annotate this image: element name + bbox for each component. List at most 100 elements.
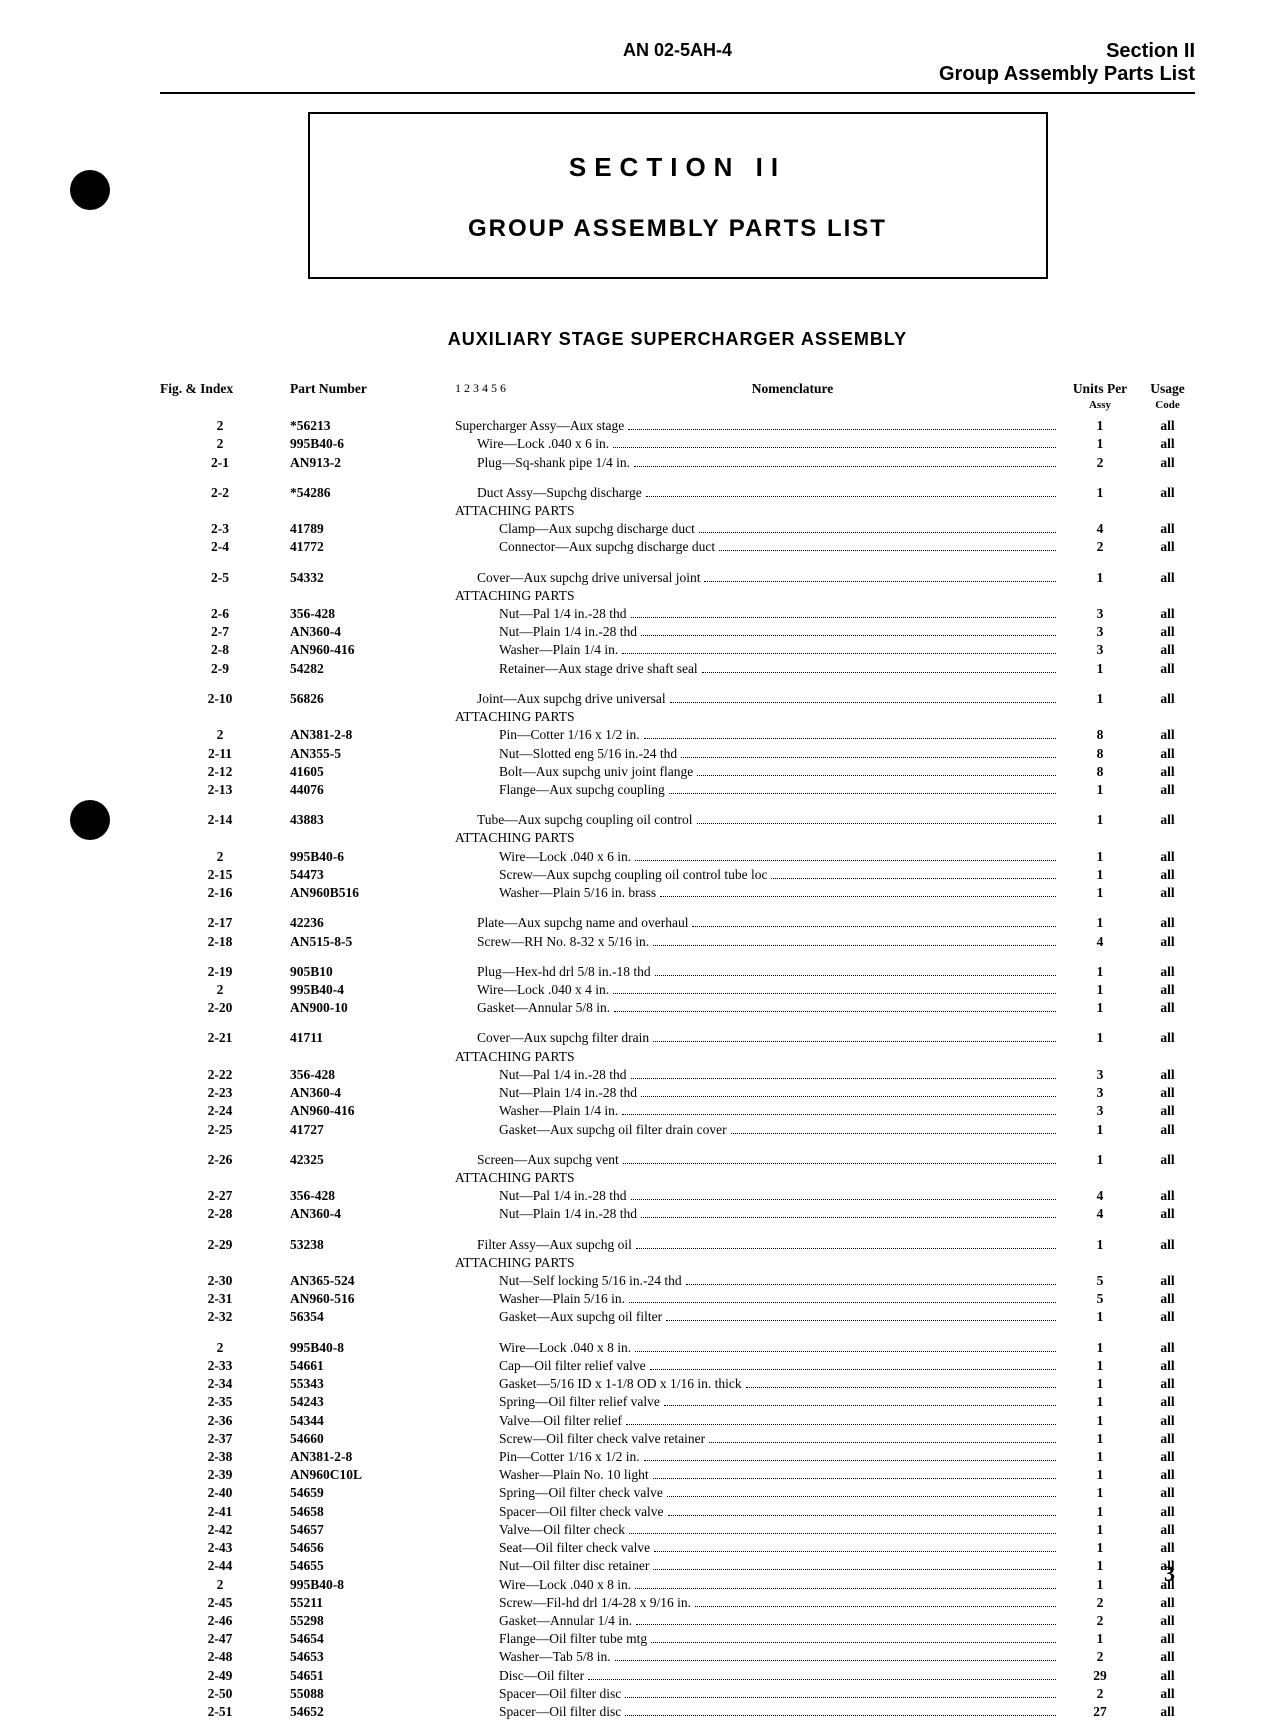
cell-units: 1 [1060,1521,1140,1539]
table-row: 2-1742236Plate—Aux supchg name and overh… [160,914,1195,932]
cell-units: 1 [1060,417,1140,435]
nomenclature-text: Plug—Hex-hd drl 5/8 in.-18 thd [455,963,651,981]
nomenclature-text: Gasket—5/16 ID x 1-1/8 OD x 1/16 in. thi… [455,1375,742,1393]
leader-dots [650,1369,1056,1370]
cell-units: 8 [1060,763,1140,781]
cell-fig: 2 [160,848,290,866]
cell-fig: 2-21 [160,1029,290,1047]
cell-units: 2 [1060,1594,1140,1612]
cell-fig: 2-31 [160,1290,290,1308]
cell-usage: all [1140,763,1195,781]
cell-part: 42325 [290,1151,455,1169]
nomenclature-text: Flange—Aux supchg coupling [455,781,665,799]
table-row: 2-24AN960-416Washer—Plain 1/4 in.3all [160,1102,1195,1120]
cell-fig: 2-19 [160,963,290,981]
nomenclature-text: Retainer—Aux stage drive shaft seal [455,660,698,678]
cell-usage: all [1140,660,1195,678]
cell-nomenclature: Washer—Plain No. 10 light [455,1466,1060,1484]
table-row: 2-3554243Spring—Oil filter relief valve1… [160,1393,1195,1411]
cell-nomenclature: Valve—Oil filter relief [455,1412,1060,1430]
nomenclature-text: Gasket—Annular 1/4 in. [455,1612,632,1630]
cell-units: 1 [1060,1393,1140,1411]
cell-usage: all [1140,1521,1195,1539]
cell-part: *54286 [290,484,455,502]
cell-fig: 2-28 [160,1205,290,1223]
cell-part: 44076 [290,781,455,799]
cell-fig: 2-44 [160,1557,290,1575]
nomenclature-text: Screen—Aux supchg vent [455,1151,619,1169]
leader-dots [631,1199,1057,1200]
cell-nomenclature: Nut—Pal 1/4 in.-28 thd [455,1066,1060,1084]
table-row: 2-3354661Cap—Oil filter relief valve1all [160,1357,1195,1375]
cell-nomenclature: Duct Assy—Supchg discharge [455,484,1060,502]
nomenclature-text: Spacer—Oil filter disc [455,1703,621,1721]
cell-part: 54282 [290,660,455,678]
cell-usage: all [1140,1102,1195,1120]
nomenclature-text: Gasket—Annular 5/8 in. [455,999,610,1017]
group-gap [160,557,1195,569]
page-number: 3 [1164,1561,1175,1587]
cell-usage: all [1140,1466,1195,1484]
leader-dots [667,1496,1056,1497]
table-row: 2-954282Retainer—Aux stage drive shaft s… [160,660,1195,678]
cell-units: 4 [1060,1205,1140,1223]
cell-usage: all [1140,1151,1195,1169]
cell-usage: all [1140,1667,1195,1685]
cell-units: 2 [1060,1685,1140,1703]
nomenclature-text: Screw—Aux supchg coupling oil control tu… [455,866,767,884]
parts-body: 2*56213Supercharger Assy—Aux stage1all29… [160,417,1195,1721]
leader-dots [623,1163,1056,1164]
cell-usage: all [1140,605,1195,623]
cell-fig: 2-7 [160,623,290,641]
table-row: 2-4454655Nut—Oil filter disc retainer1al… [160,1557,1195,1575]
cell-usage: all [1140,484,1195,502]
cell-units: 3 [1060,605,1140,623]
table-row: 2-2*54286Duct Assy—Supchg discharge1all [160,484,1195,502]
cell-units: 1 [1060,1151,1140,1169]
nomenclature-text: ATTACHING PARTS [455,1169,575,1187]
doc-number: AN 02-5AH-4 [623,40,732,61]
cell-fig: 2-18 [160,933,290,951]
cell-units: 1 [1060,884,1140,902]
table-row: 2-3455343Gasket—5/16 ID x 1-1/8 OD x 1/1… [160,1375,1195,1393]
cell-fig: 2-4 [160,538,290,556]
leader-dots [631,617,1057,618]
cell-fig: 2-5 [160,569,290,587]
cell-part: 43883 [290,811,455,829]
nomenclature-text: Nut—Plain 1/4 in.-28 thd [455,1084,637,1102]
cell-units: 1 [1060,1339,1140,1357]
cell-nomenclature: Cover—Aux supchg drive universal joint [455,569,1060,587]
cell-fig: 2 [160,417,290,435]
cell-fig: 2-33 [160,1357,290,1375]
group-gap [160,799,1195,811]
nomenclature-text: Filter Assy—Aux supchg oil [455,1236,632,1254]
cell-usage: all [1140,1503,1195,1521]
table-row: 2-2642325Screen—Aux supchg vent1all [160,1151,1195,1169]
cell-units: 1 [1060,1430,1140,1448]
cell-nomenclature: Wire—Lock .040 x 6 in. [455,435,1060,453]
cell-usage: all [1140,1290,1195,1308]
cell-fig: 2-3 [160,520,290,538]
cell-nomenclature: Valve—Oil filter check [455,1521,1060,1539]
cell-usage: all [1140,690,1195,708]
leader-dots [622,1114,1056,1115]
cell-nomenclature: Nut—Plain 1/4 in.-28 thd [455,623,1060,641]
cell-part: 53238 [290,1236,455,1254]
cell-part: AN960B516 [290,884,455,902]
leader-dots [666,1320,1056,1321]
nomenclature-text: Valve—Oil filter check [455,1521,625,1539]
nomenclature-text: Spring—Oil filter relief valve [455,1393,660,1411]
cell-nomenclature: Spacer—Oil filter disc [455,1703,1060,1721]
leader-dots [695,1606,1056,1607]
cell-nomenclature: Filter Assy—Aux supchg oil [455,1236,1060,1254]
table-row: 2-1AN913-2Plug—Sq-shank pipe 1/4 in.2all [160,454,1195,472]
cell-units: 1 [1060,1375,1140,1393]
cell-nomenclature: Spring—Oil filter relief valve [455,1393,1060,1411]
table-row: 2-1554473Screw—Aux supchg coupling oil c… [160,866,1195,884]
cell-units: 2 [1060,1648,1140,1666]
leader-dots [635,1351,1056,1352]
cell-fig: 2-49 [160,1667,290,1685]
table-row: ATTACHING PARTS [160,1169,1195,1187]
nomenclature-text: Plug—Sq-shank pipe 1/4 in. [455,454,630,472]
cell-part: 54332 [290,569,455,587]
